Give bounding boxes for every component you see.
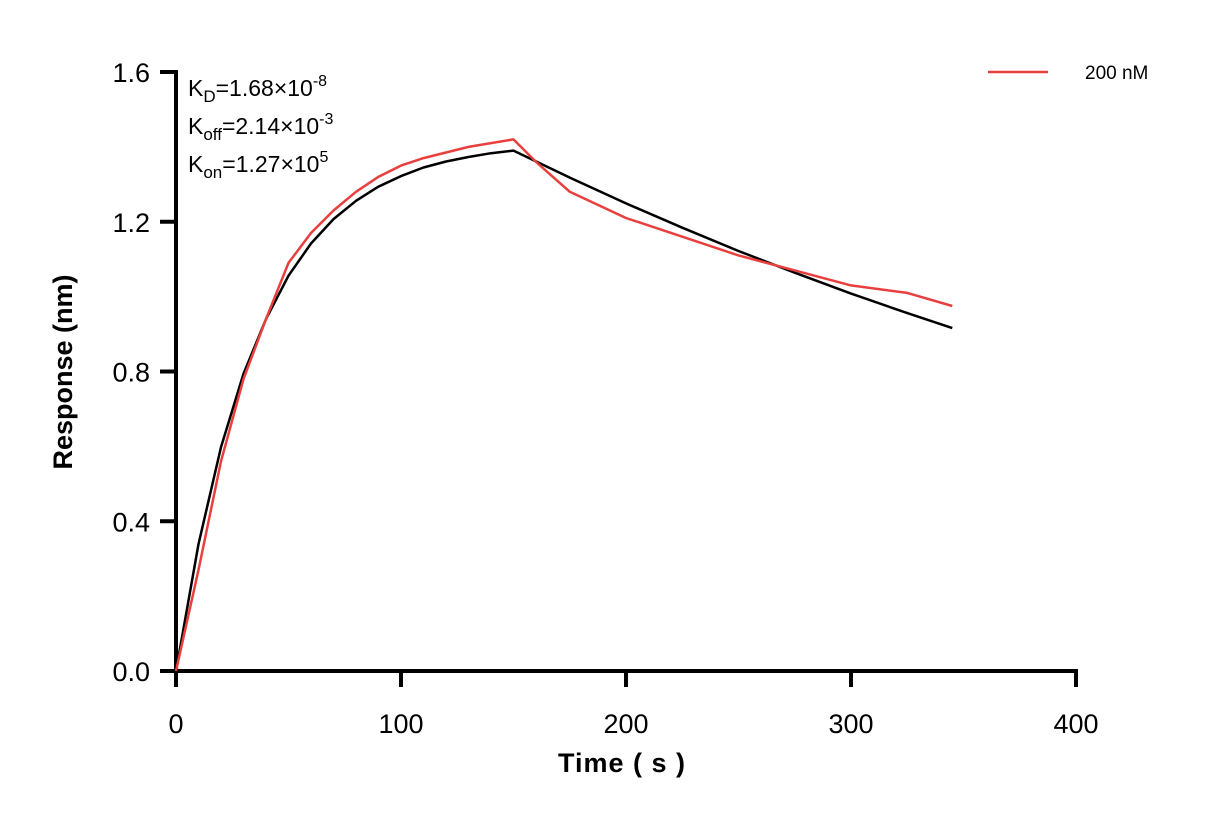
y-tick-label: 0.0: [112, 657, 150, 687]
x-axis-label: Time ( s ): [558, 748, 686, 778]
y-tick-label: 0.8: [112, 358, 150, 388]
x-tick-label: 300: [828, 709, 873, 739]
y-axis-label: Response (nm): [48, 274, 78, 469]
series-line-200nM: [174, 138, 953, 672]
y-tick-label: 1.2: [112, 208, 150, 238]
series-lines: [174, 138, 953, 672]
y-tick-label: 0.4: [112, 507, 150, 537]
kinetic-constant: Kon=1.27×105: [188, 149, 328, 182]
legend: 200 nM: [988, 63, 1148, 84]
legend-label: 200 nM: [1085, 63, 1148, 84]
axes: 0 100 200 300 400 0.0 0.4 0.8 1.2 1.6: [112, 58, 1098, 739]
x-tick-label: 400: [1053, 709, 1098, 739]
x-tick-label: 100: [378, 709, 423, 739]
y-tick-label: 1.6: [112, 58, 150, 88]
kinetic-annotations: KD=1.68×10-8 Koff=2.14×10-3 Kon=1.27×105: [188, 73, 333, 182]
x-tick-label: 0: [168, 709, 183, 739]
fit-line: [174, 149, 953, 672]
kinetic-constant: KD=1.68×10-8: [188, 73, 327, 106]
x-tick-label: 200: [603, 709, 648, 739]
kinetic-constant: Koff=2.14×10-3: [188, 111, 333, 144]
